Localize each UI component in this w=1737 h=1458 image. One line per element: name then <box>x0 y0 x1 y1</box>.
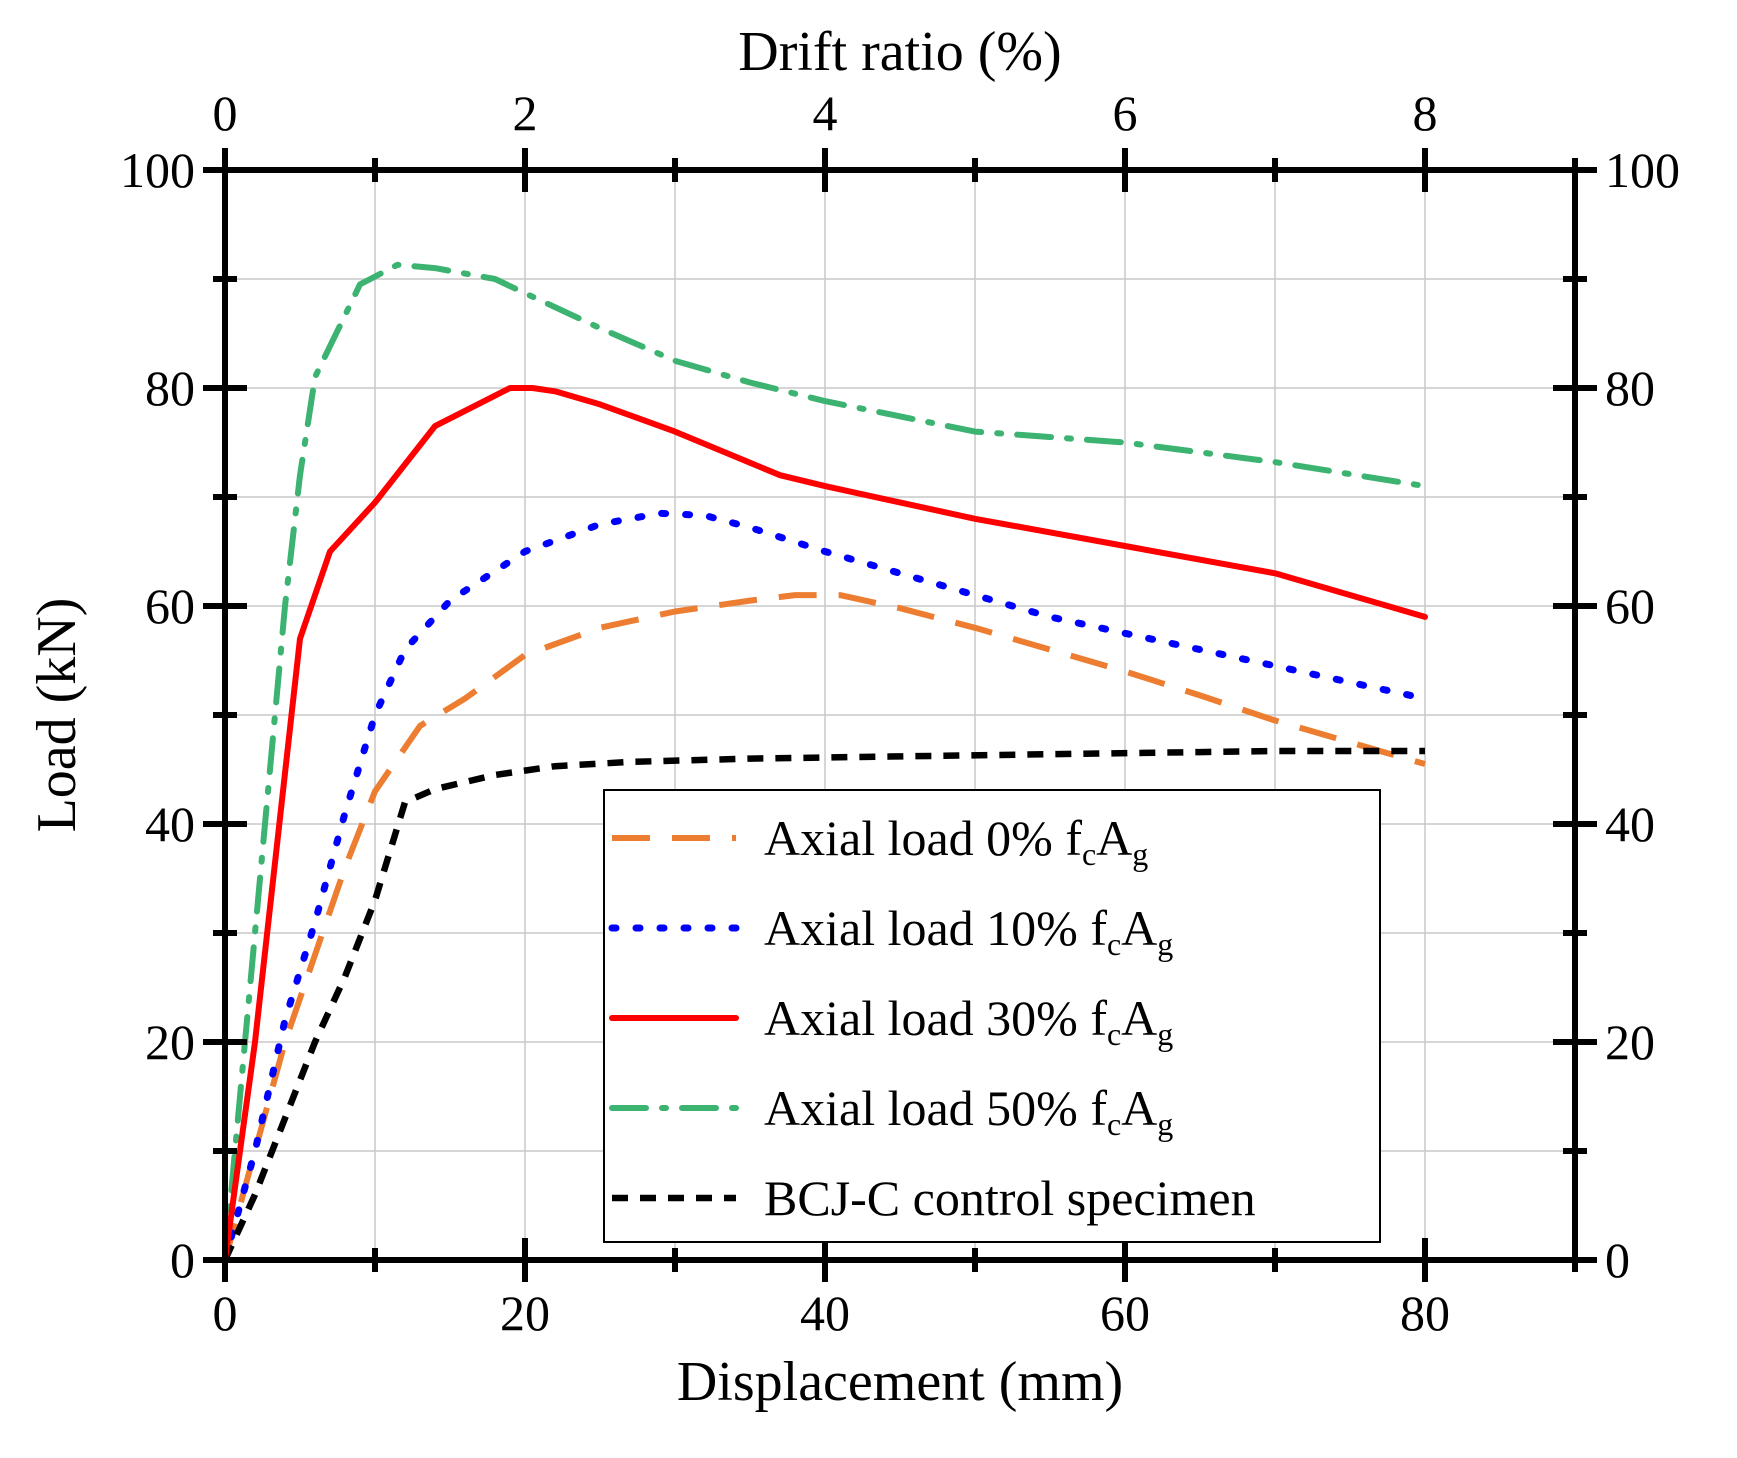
series-line-3 <box>222 385 1428 1263</box>
top-axis-label: Drift ratio (%) <box>738 21 1061 83</box>
top-tick-label: 6 <box>1113 85 1138 141</box>
y-tick-label: 20 <box>145 1014 195 1070</box>
y-tick-label: 100 <box>120 142 195 198</box>
x-tick-label: 60 <box>1100 1285 1150 1341</box>
x-axis-label: Displacement (mm) <box>677 1351 1123 1413</box>
y-tick-label: 80 <box>145 360 195 416</box>
x-tick-label: 0 <box>213 1285 238 1341</box>
legend-entry: Axial load 10% fcAg <box>764 900 1173 962</box>
legend-entry: Axial load 0% fcAg <box>764 810 1148 872</box>
right-tick-label: 40 <box>1605 796 1655 852</box>
y-tick-label: 0 <box>170 1232 195 1288</box>
right-tick-label: 100 <box>1605 142 1680 198</box>
legend-entry: Axial load 30% fcAg <box>764 990 1173 1052</box>
right-tick-label: 20 <box>1605 1014 1655 1070</box>
series-line-4 <box>222 261 1428 1263</box>
top-tick-label: 4 <box>813 85 838 141</box>
legend: Axial load 0% fcAg Axial load 10% fcAg Axi… <box>603 789 1381 1243</box>
y-tick-label: 60 <box>145 578 195 634</box>
legend-entry: BCJ-C control specimen <box>764 1170 1256 1226</box>
legend-entry: Axial load 50% fcAg <box>764 1080 1173 1142</box>
x-tick-label: 20 <box>500 1285 550 1341</box>
series-line-1 <box>222 592 1426 1261</box>
series-line-2 <box>221 509 1429 1264</box>
x-tick-label: 80 <box>1400 1285 1450 1341</box>
right-tick-label: 0 <box>1605 1232 1630 1288</box>
top-tick-label: 0 <box>213 85 238 141</box>
right-tick-label: 60 <box>1605 578 1655 634</box>
y-tick-label: 40 <box>145 796 195 852</box>
series-group <box>221 261 1429 1264</box>
right-tick-label: 80 <box>1605 360 1655 416</box>
y-axis-label: Load (kN) <box>26 598 88 833</box>
series-line-5 <box>222 747 1425 1262</box>
top-tick-label: 2 <box>513 85 538 141</box>
x-tick-label: 40 <box>800 1285 850 1341</box>
top-tick-label: 8 <box>1413 85 1438 141</box>
